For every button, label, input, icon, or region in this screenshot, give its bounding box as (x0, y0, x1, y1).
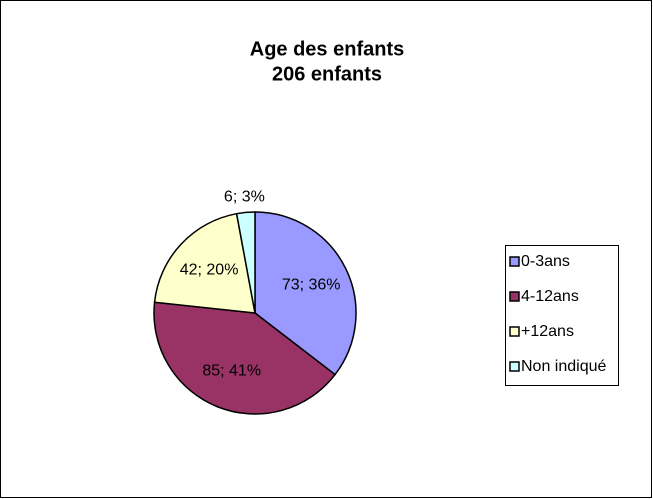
legend-swatch (509, 361, 520, 372)
chart-subtitle: 206 enfants (272, 63, 382, 85)
legend-swatch (509, 291, 520, 302)
legend-label: +12ans (521, 323, 574, 340)
legend-label: 0-3ans (521, 253, 570, 270)
pie-slice (153, 301, 337, 415)
chart-title: Age des enfants (250, 38, 404, 60)
pie-slice (254, 211, 357, 376)
pie-slice (235, 211, 256, 314)
data-label: 42; 20% (180, 262, 239, 279)
data-label: 85; 41% (202, 362, 261, 379)
legend-box (505, 245, 619, 386)
legend-label: Non indiqué (521, 358, 607, 375)
legend-swatch (509, 256, 520, 267)
data-label: 73; 36% (282, 277, 341, 294)
legend-label: 4-12ans (521, 288, 579, 305)
pie-slice (153, 212, 256, 314)
data-label: 6; 3% (224, 189, 265, 206)
legend-swatch (509, 326, 520, 337)
